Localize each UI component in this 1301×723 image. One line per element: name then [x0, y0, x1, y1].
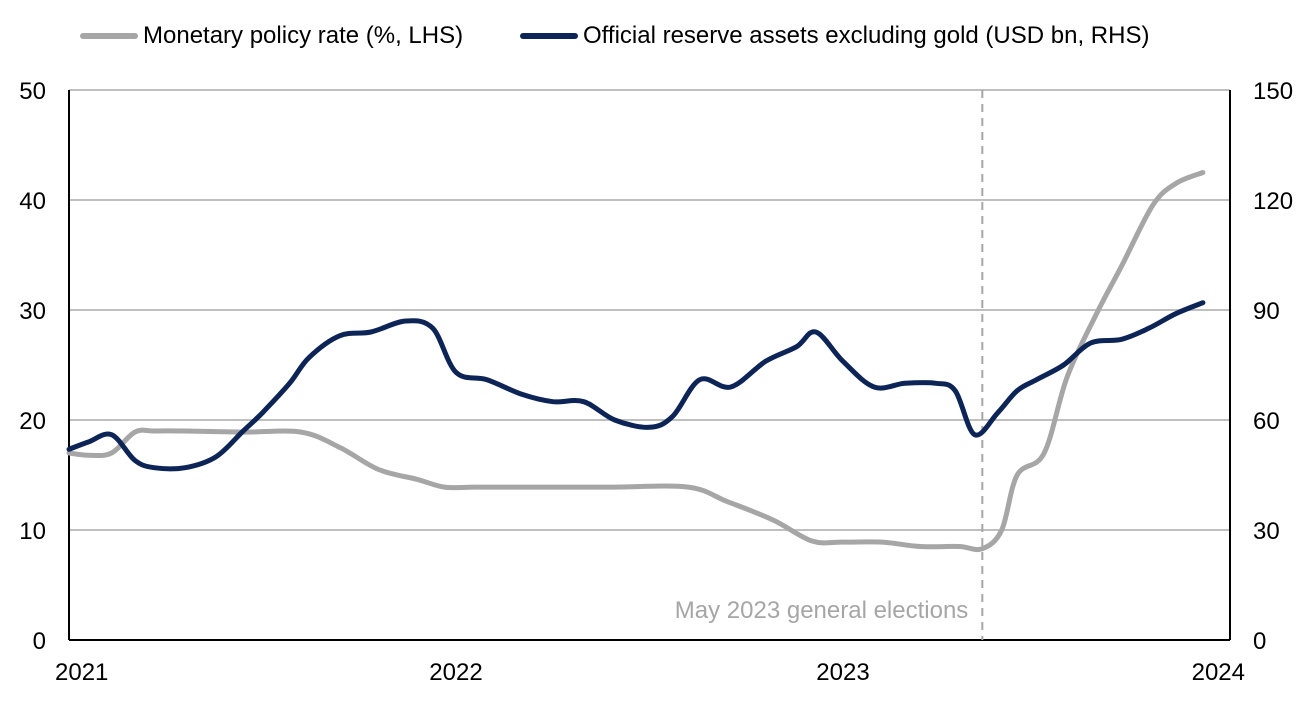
y-right-tick-label-2: 60	[1253, 408, 1280, 435]
legend-swatch-reserve-assets	[520, 33, 578, 39]
legend-item-reserve-assets: Official reserve assets excluding gold (…	[520, 18, 1149, 54]
annotation-label-0: May 2023 general elections	[675, 597, 969, 624]
y-right-tick-label-4: 120	[1253, 188, 1293, 215]
x-tick-label-2: 2023	[816, 659, 869, 686]
y-left-tick-label-5: 50	[19, 78, 46, 105]
x-tick-label-1: 2022	[429, 659, 482, 686]
series-line-0	[66, 170, 1206, 553]
y-left-tick-label-4: 40	[19, 188, 46, 215]
y-right-tick-label-0: 0	[1253, 628, 1266, 655]
x-tick-label-3: 2024	[1192, 659, 1245, 686]
x-tick-label-0: 2021	[55, 659, 108, 686]
y-right-tick-label-5: 150	[1253, 78, 1293, 105]
legend-swatch-policy-rate	[80, 33, 138, 39]
y-left-tick-label-1: 10	[19, 518, 46, 545]
y-left-tick-label-2: 20	[19, 408, 46, 435]
legend-label-reserve-assets: Official reserve assets excluding gold (…	[583, 22, 1150, 49]
chart-legend: Monetary policy rate (%, LHS) Official r…	[0, 18, 1301, 54]
y-left-tick-label-3: 30	[19, 298, 46, 325]
y-right-tick-label-3: 90	[1253, 298, 1280, 325]
y-left-tick-label-0: 0	[33, 628, 46, 655]
series-line-1	[66, 300, 1206, 472]
legend-label-policy-rate: Monetary policy rate (%, LHS)	[143, 22, 464, 49]
y-right-tick-label-1: 30	[1253, 518, 1280, 545]
legend-item-policy-rate: Monetary policy rate (%, LHS)	[80, 18, 463, 54]
